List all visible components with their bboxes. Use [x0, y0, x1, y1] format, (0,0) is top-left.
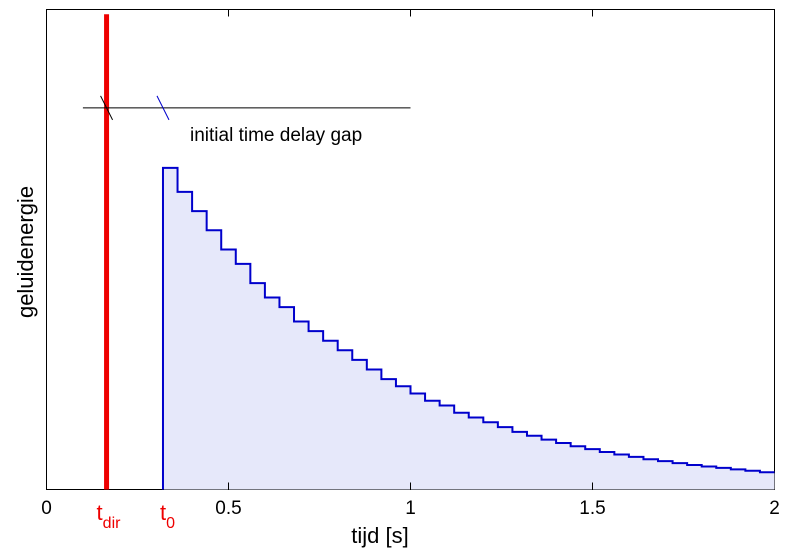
- x-axis-label: tijd [s]: [351, 523, 408, 548]
- x-tick-label: 2: [769, 498, 780, 519]
- gap-slash-mark: [156, 95, 170, 121]
- x-tick-marks: [228, 9, 593, 490]
- t0-main: t: [160, 500, 166, 525]
- x-tick-label: 0.5: [215, 498, 241, 519]
- x-tick-label: 1.5: [579, 498, 605, 519]
- t0-subscript: 0: [166, 515, 175, 532]
- x-tick-labels: 0 0.5 1 1.5 2: [41, 498, 780, 519]
- y-axis-label: geluidenergie: [13, 186, 38, 318]
- reflections-area: [162, 167, 775, 490]
- x-tick-label: 1: [405, 498, 416, 519]
- t-dir-subscript: dir: [103, 515, 121, 532]
- reflections-step-line: [161, 166, 775, 490]
- t0-label: t0: [160, 500, 175, 532]
- gap-annotation-text: initial time delay gap: [190, 125, 362, 146]
- gap-tick-marks: [100, 95, 170, 121]
- t-dir-label: tdir: [97, 500, 122, 532]
- gap-slash-mark: [100, 95, 114, 121]
- t-dir-main: t: [97, 500, 103, 525]
- x-tick-label: 0: [41, 498, 52, 519]
